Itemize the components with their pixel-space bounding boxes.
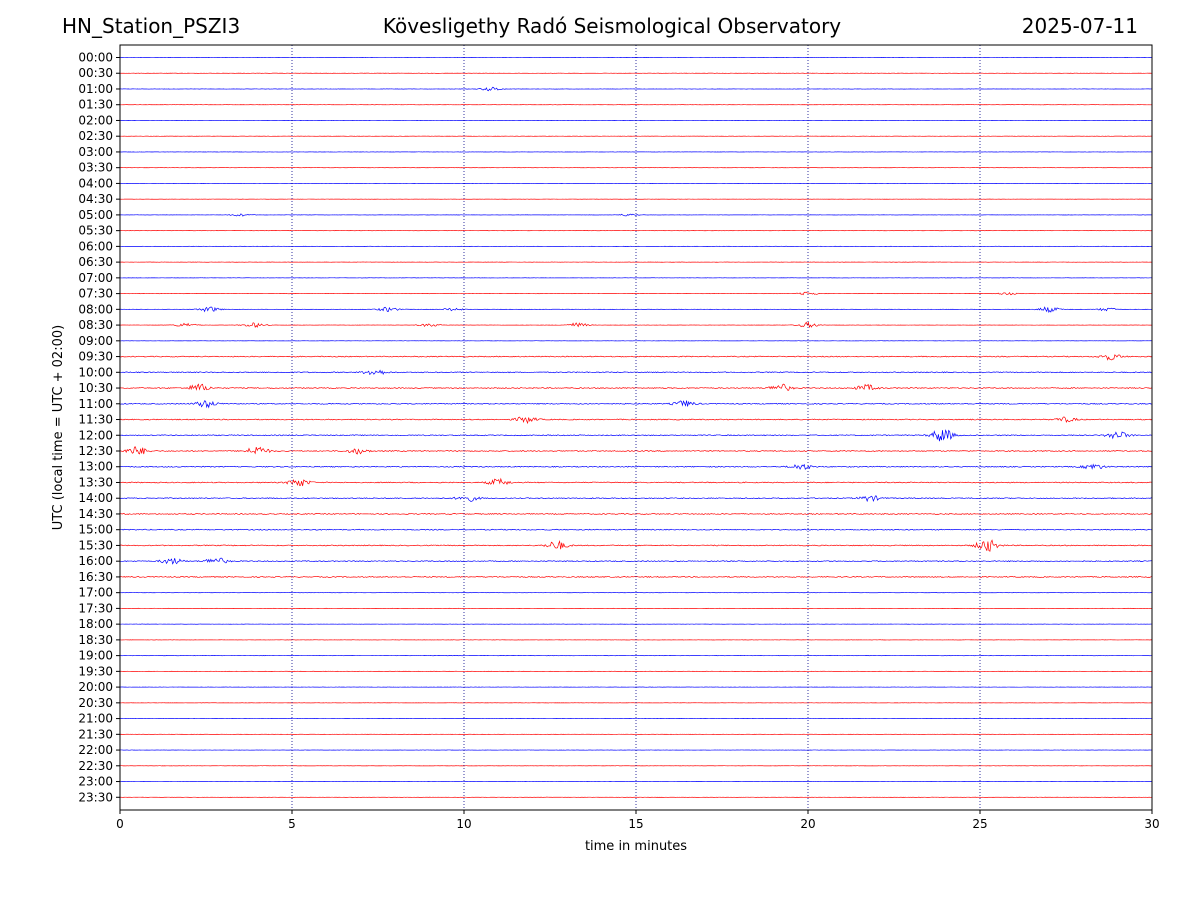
y-tick-label: 14:00	[78, 491, 113, 505]
y-tick-label: 11:00	[78, 397, 113, 411]
x-axis-label: time in minutes	[585, 839, 687, 854]
y-tick-label: 05:30	[78, 224, 113, 238]
y-tick-label: 14:30	[78, 507, 113, 521]
y-tick-label: 13:00	[78, 460, 113, 474]
y-tick-label: 21:00	[78, 712, 113, 726]
y-tick-label: 18:00	[78, 617, 113, 631]
trace-0730	[119, 291, 1153, 296]
trace-1500	[119, 528, 1153, 531]
trace-1100	[119, 400, 1153, 409]
y-tick-label: 10:00	[78, 365, 113, 379]
y-tick-label: 02:30	[78, 129, 113, 143]
x-tick-label: 25	[972, 817, 987, 831]
x-tick-label: 0	[116, 817, 124, 831]
y-tick-label: 15:00	[78, 523, 113, 537]
y-tick-label: 03:30	[78, 161, 113, 175]
x-tick-label: 15	[628, 817, 643, 831]
grid-group	[291, 45, 981, 810]
y-tick-label: 17:30	[78, 601, 113, 615]
x-axis: 0 5 10 15 20 25 30	[116, 810, 1160, 831]
y-tick-label: 00:00	[78, 51, 113, 65]
y-tick-label: 08:30	[78, 318, 113, 332]
y-tick-label: 00:30	[78, 66, 113, 80]
y-tick-label: 22:00	[78, 743, 113, 757]
y-tick-label: 13:30	[78, 475, 113, 489]
y-tick-label: 19:00	[78, 649, 113, 663]
y-tick-label: 20:30	[78, 696, 113, 710]
y-tick-label: 01:00	[78, 82, 113, 96]
trace-1330	[119, 477, 1153, 487]
trace-1130	[119, 416, 1153, 425]
y-tick-label: 19:30	[78, 664, 113, 678]
y-axis-label: UTC (local time = UTC + 02:00)	[51, 325, 66, 530]
y-tick-label: 17:00	[78, 586, 113, 600]
y-tick-label: 05:00	[78, 208, 113, 222]
y-tick-label: 15:30	[78, 538, 113, 552]
y-tick-label: 08:00	[78, 302, 113, 316]
y-tick-label: 12:00	[78, 428, 113, 442]
y-tick-label: 04:30	[78, 192, 113, 206]
x-tick-label: 5	[288, 817, 296, 831]
trace-1430	[119, 513, 1153, 515]
date-label: 2025-07-11	[1021, 14, 1138, 38]
y-tick-label: 03:00	[78, 145, 113, 159]
chart-title: Kövesligethy Radó Seismological Observat…	[382, 14, 842, 38]
y-tick-label: 16:30	[78, 570, 113, 584]
y-tick-label: 04:00	[78, 176, 113, 190]
y-tick-label: 20:00	[78, 680, 113, 694]
y-tick-label: 22:30	[78, 759, 113, 773]
y-tick-label: 18:30	[78, 633, 113, 647]
trace-0930	[119, 354, 1153, 361]
station-label: HN_Station_PSZI3	[62, 14, 241, 38]
y-tick-label: 23:00	[78, 775, 113, 789]
trace-0100	[119, 86, 1153, 92]
y-tick-label: 01:30	[78, 98, 113, 112]
y-tick-label: 09:00	[78, 334, 113, 348]
x-tick-label: 10	[456, 817, 471, 831]
trace-1300	[119, 463, 1153, 470]
y-tick-label: 02:00	[78, 113, 113, 127]
y-tick-label: 07:00	[78, 271, 113, 285]
y-tick-label: 09:30	[78, 350, 113, 364]
y-tick-label: 23:30	[78, 790, 113, 804]
y-tick-label: 10:30	[78, 381, 113, 395]
y-tick-label: 21:30	[78, 727, 113, 741]
x-tick-label: 30	[1144, 817, 1159, 831]
y-tick-label: 16:00	[78, 554, 113, 568]
y-tick-label: 12:30	[78, 444, 113, 458]
trace-0500	[119, 213, 1153, 217]
y-tick-label: 06:30	[78, 255, 113, 269]
y-tick-label: 07:30	[78, 287, 113, 301]
y-tick-label: 06:00	[78, 239, 113, 253]
x-tick-label: 20	[800, 817, 815, 831]
y-tick-label: 11:30	[78, 413, 113, 427]
